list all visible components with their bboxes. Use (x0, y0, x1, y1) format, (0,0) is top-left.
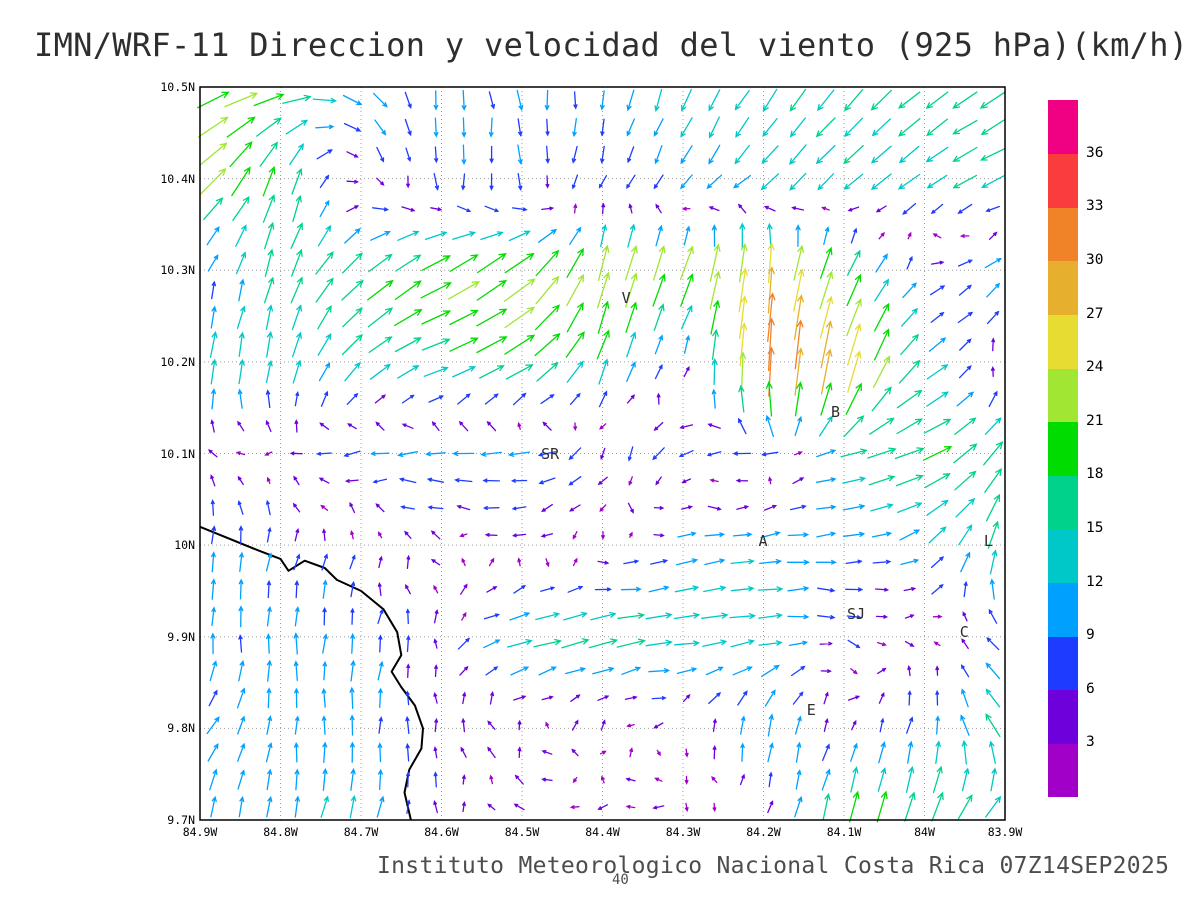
colorbar-segment (1048, 368, 1078, 423)
y-tick-label: 10.2N (160, 354, 195, 369)
colorbar-label: 33 (1086, 198, 1104, 215)
colorbar-label: 12 (1086, 573, 1104, 590)
colorbar-segment (1048, 314, 1078, 369)
x-tick-label: 84W (914, 825, 935, 839)
station-label: E (806, 701, 816, 720)
colorbar-segment (1048, 207, 1078, 262)
x-tick-label: 84.5W (504, 825, 540, 839)
colorbar-segment (1048, 689, 1078, 744)
colorbar-segment (1048, 475, 1078, 530)
y-tick-label: 9.8N (167, 721, 195, 736)
station-label: C (959, 623, 969, 642)
colorbar-label: 3 (1086, 734, 1095, 751)
colorbar-label: 30 (1086, 251, 1104, 268)
y-tick-label: 10.3N (160, 263, 195, 278)
y-tick-label: 10N (174, 538, 195, 553)
colorbar-label: 18 (1086, 466, 1104, 483)
plot-border (199, 86, 1006, 821)
x-tick-label: 83.9W (987, 825, 1023, 839)
station-label: SJ (847, 604, 866, 623)
y-tick-label: 10.4N (160, 171, 195, 186)
colorbar-segment (1048, 636, 1078, 691)
y-tick-label: 10.1N (160, 446, 195, 461)
coastline (199, 525, 424, 821)
x-tick-label: 84.6W (424, 825, 459, 839)
x-tick-label: 84.3W (665, 825, 701, 839)
station-label: A (758, 531, 768, 550)
colorbar-segment (1048, 421, 1078, 476)
colorbar-label: 21 (1086, 412, 1104, 429)
colorbar-segment (1048, 528, 1078, 583)
colorbar-segment (1048, 743, 1078, 798)
x-tick-label: 84.9W (182, 825, 218, 839)
x-tick-label: 84.7W (343, 825, 379, 839)
colorbar-segment (1048, 582, 1078, 637)
y-tick-label: 9.7N (167, 813, 195, 827)
station-label: V (621, 288, 631, 307)
station-label: B (830, 403, 840, 422)
y-tick-label: 9.9N (167, 629, 195, 644)
colorbar-segment (1048, 260, 1078, 315)
colorbar-label: 36 (1086, 144, 1104, 161)
colorbar-label: 6 (1086, 680, 1095, 697)
colorbar-label: 24 (1086, 359, 1104, 376)
chart-title: IMN/WRF-11 Direccion y velocidad del vie… (34, 26, 1189, 64)
station-label: SR (541, 444, 560, 463)
colorbar: 3 6 9 12 15 18 21 24 27 30 33 36 (1048, 100, 1103, 798)
colorbar-segment (1048, 100, 1078, 155)
footer-text: Instituto Meteorologico Nacional Costa R… (377, 853, 1170, 879)
colorbar-label: 9 (1086, 627, 1095, 644)
x-tick-label: 84.8W (263, 825, 298, 839)
station-label: L (983, 531, 993, 550)
footer-sub-label: 40 (612, 872, 629, 888)
wind-arrows (197, 88, 1006, 823)
colorbar-segment (1048, 153, 1078, 208)
colorbar-label: 27 (1086, 305, 1104, 322)
y-tick-label: 10.5N (160, 80, 195, 94)
colorbar-label: 15 (1086, 519, 1104, 536)
x-tick-label: 84.4W (585, 825, 620, 839)
x-tick-label: 84.2W (746, 825, 781, 839)
x-tick-label: 84.1W (826, 825, 862, 839)
